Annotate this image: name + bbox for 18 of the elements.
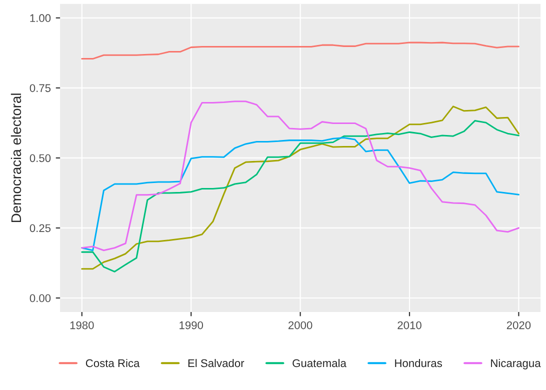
y-axis-title: Democracia electoral <box>10 94 22 222</box>
legend-label: Costa Rica <box>86 358 140 368</box>
y-tick-label: 0.50 <box>30 154 51 162</box>
y-tick-label: 1.00 <box>30 14 51 22</box>
x-tick-label: 2010 <box>398 321 422 330</box>
legend-label: El Salvador <box>188 358 244 368</box>
y-tick-label: 0.00 <box>30 294 51 302</box>
legend-label: Nicaragua <box>491 358 541 370</box>
line-series <box>81 137 520 252</box>
legend-label: Guatemala <box>292 358 346 368</box>
y-tick-label: 0.75 <box>30 84 51 92</box>
x-tick-label: 1990 <box>180 321 204 330</box>
y-tick-label: 0.25 <box>30 224 51 232</box>
x-tick-label: 1980 <box>70 321 94 330</box>
line-series <box>81 42 520 60</box>
x-tick-label: 2020 <box>506 321 531 330</box>
legend-label: Honduras <box>395 358 442 368</box>
x-tick-label: 2000 <box>288 321 312 330</box>
